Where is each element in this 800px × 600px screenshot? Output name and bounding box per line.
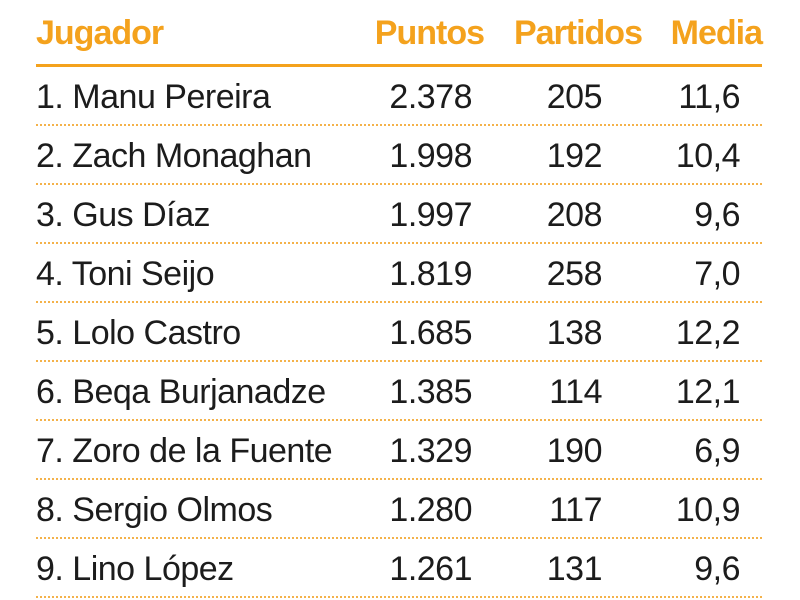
cell-games: 114 bbox=[549, 373, 602, 411]
cell-player: 3. Gus Díaz bbox=[36, 196, 211, 234]
cell-games: 205 bbox=[546, 78, 603, 116]
cell-player: 5. Lolo Castro bbox=[36, 314, 241, 352]
column-header-player: Jugador bbox=[36, 14, 164, 52]
cell-player: 6. Beqa Burjanadze bbox=[36, 373, 326, 411]
table-row: 3. Gus Díaz 1.997 208 9,6 bbox=[36, 185, 762, 244]
cell-average: 9,6 bbox=[694, 196, 740, 234]
cell-average: 6,9 bbox=[694, 432, 740, 470]
table-body: 1. Manu Pereira 2.378 205 11,6 2. Zach Monag… bbox=[36, 67, 762, 598]
cell-points: 1.819 bbox=[389, 255, 472, 293]
cell-average: 10,9 bbox=[675, 491, 741, 529]
cell-player: 7. Zoro de la Fuente bbox=[36, 432, 333, 470]
cell-points: 1.998 bbox=[389, 137, 472, 175]
table-row: 9. Lino López 1.261 131 9,6 bbox=[36, 539, 762, 598]
table-row: 6. Beqa Burjanadze 1.385 114 12,1 bbox=[36, 362, 762, 421]
cell-player: 8. Sergio Olmos bbox=[36, 491, 273, 529]
cell-points: 2.378 bbox=[389, 78, 472, 116]
cell-average: 11,6 bbox=[678, 78, 740, 116]
table-row: 4. Toni Seijo 1.819 258 7,0 bbox=[36, 244, 762, 303]
cell-games: 192 bbox=[546, 137, 603, 175]
column-header-games: Partidos bbox=[513, 14, 643, 52]
cell-average: 7,0 bbox=[694, 255, 740, 293]
cell-average: 12,2 bbox=[675, 314, 741, 352]
column-header-average: Media bbox=[670, 14, 763, 52]
cell-games: 208 bbox=[546, 196, 603, 234]
table-row: 1. Manu Pereira 2.378 205 11,6 bbox=[36, 67, 762, 126]
cell-average: 12,1 bbox=[675, 373, 741, 411]
cell-player: 9. Lino López bbox=[36, 550, 234, 588]
table-row: 5. Lolo Castro 1.685 138 12,2 bbox=[36, 303, 762, 362]
table-header: Jugador Puntos Partidos Media bbox=[36, 0, 763, 67]
table-row: 7. Zoro de la Fuente 1.329 190 6,9 bbox=[36, 421, 762, 480]
cell-games: 190 bbox=[546, 432, 603, 470]
cell-points: 1.329 bbox=[389, 432, 472, 470]
cell-points: 1.280 bbox=[389, 491, 472, 529]
table-row: 2. Zach Monaghan 1.998 192 10,4 bbox=[36, 126, 762, 185]
cell-games: 117 bbox=[549, 491, 602, 529]
cell-games: 258 bbox=[546, 255, 603, 293]
cell-points: 1.997 bbox=[389, 196, 472, 234]
column-header-points: Puntos bbox=[374, 14, 485, 52]
cell-player: 4. Toni Seijo bbox=[36, 255, 215, 293]
cell-games: 138 bbox=[546, 314, 603, 352]
cell-points: 1.261 bbox=[389, 550, 472, 588]
cell-games: 131 bbox=[546, 550, 603, 588]
cell-points: 1.685 bbox=[389, 314, 472, 352]
cell-average: 10,4 bbox=[675, 137, 741, 175]
cell-player: 2. Zach Monaghan bbox=[36, 137, 312, 175]
table-row: 8. Sergio Olmos 1.280 117 10,9 bbox=[36, 480, 762, 539]
cell-average: 9,6 bbox=[694, 550, 740, 588]
cell-points: 1.385 bbox=[389, 373, 472, 411]
cell-player: 1. Manu Pereira bbox=[36, 78, 271, 116]
stats-table: Jugador Puntos Partidos Media 1. Manu Pe… bbox=[36, 0, 763, 598]
